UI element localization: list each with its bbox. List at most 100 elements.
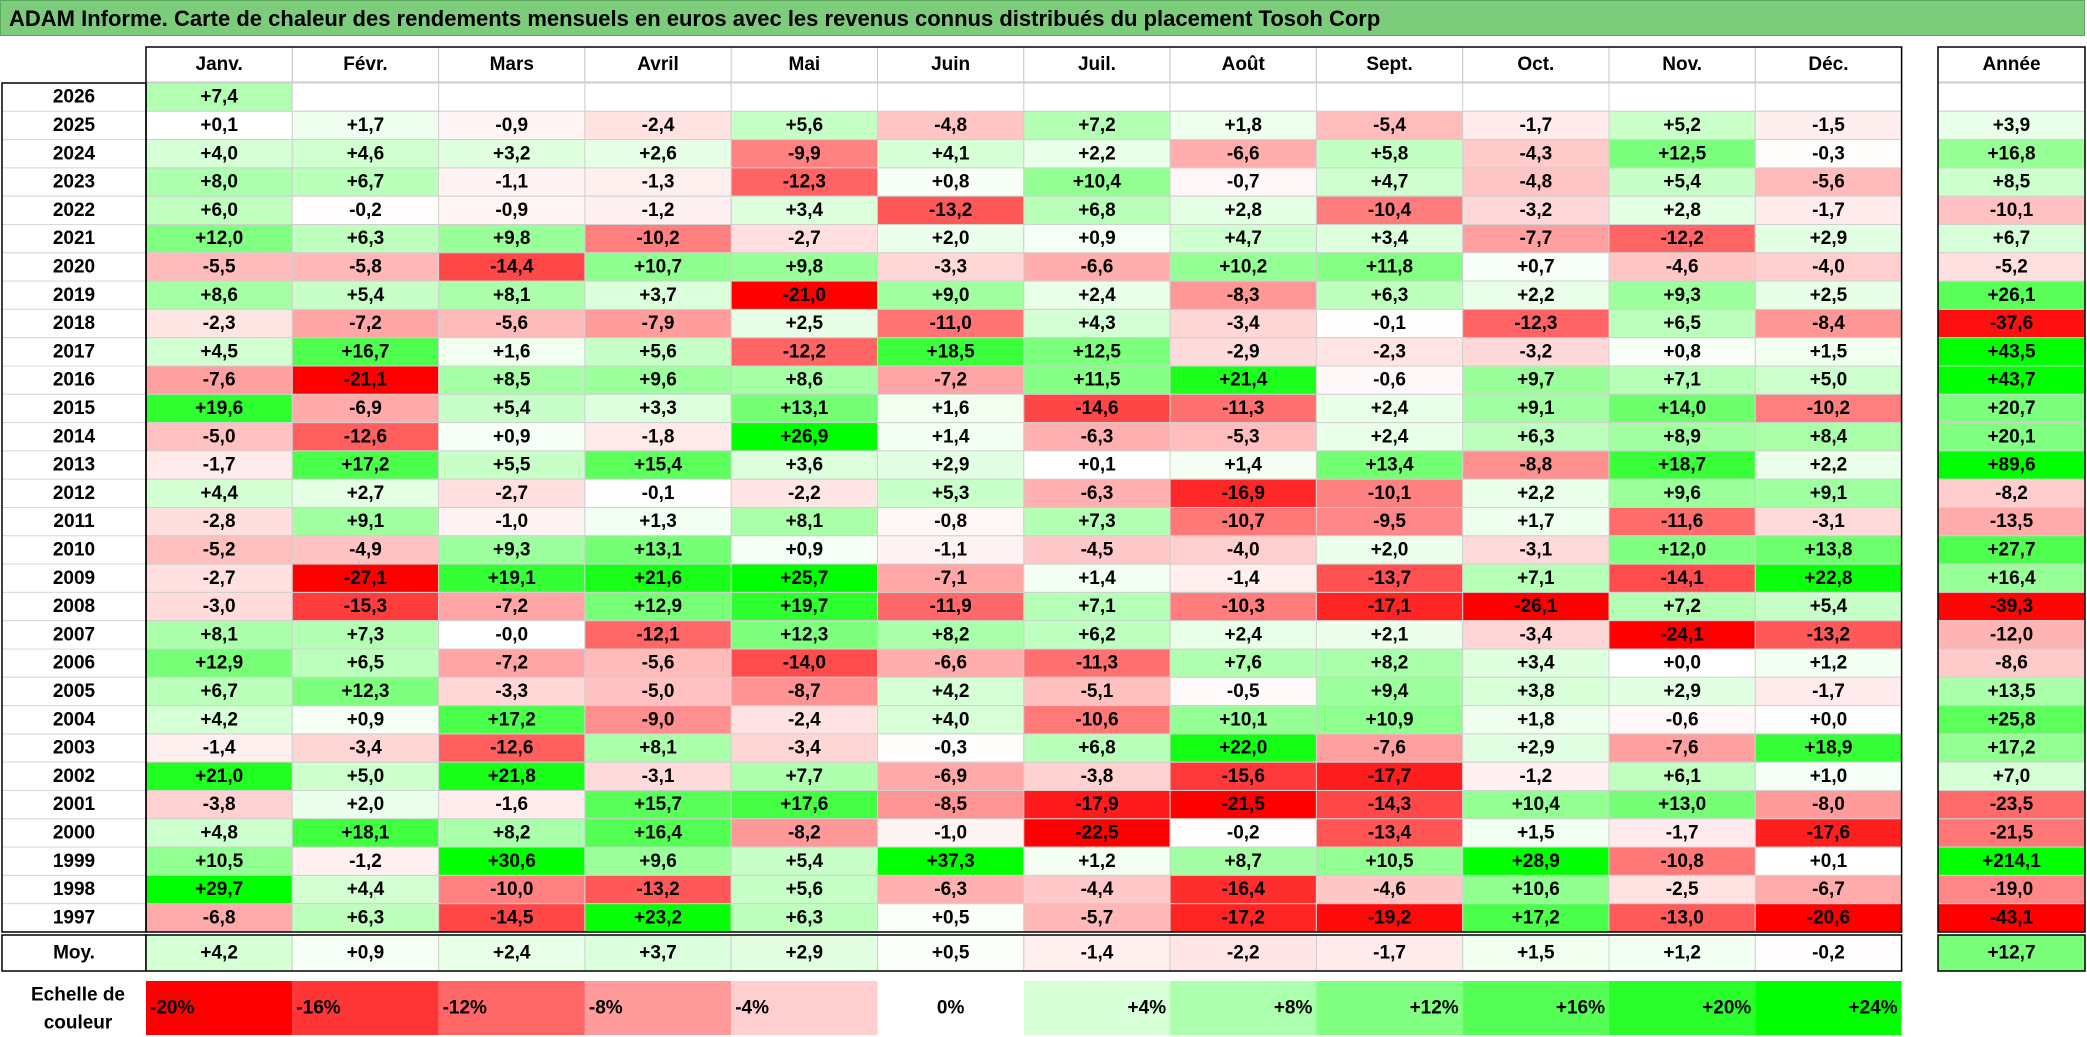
annual-cell-value: +6,7: [1993, 228, 2031, 249]
heatmap-cell-value: -1,4: [203, 738, 236, 759]
heatmap-cell-value: -6,6: [934, 653, 967, 674]
annual-cell-value: +43,7: [1987, 370, 2035, 391]
heatmap-cell-value: -4,5: [1081, 539, 1114, 560]
heatmap-cell: [1754, 761, 1903, 792]
row-year-label: 2026: [53, 87, 95, 108]
heatmap-cell-value: +7,2: [1078, 115, 1116, 136]
heatmap-cell-value: -2,2: [788, 483, 821, 504]
annual-cell-value: +27,7: [1987, 539, 2035, 560]
row-year-label: 2019: [53, 285, 95, 306]
heatmap-cell: [584, 591, 732, 622]
heatmap-cell: [1754, 818, 1903, 848]
heatmap-cell-value: +4,3: [1078, 313, 1116, 334]
color-scale-step-label: +12%: [1410, 998, 1459, 1019]
heatmap-cell-value: +6,7: [200, 681, 238, 702]
heatmap-cell: [438, 818, 586, 848]
annual-table-frame: [1937, 46, 2086, 933]
heatmap-cell-value: +1,5: [1517, 822, 1555, 843]
row-year-label: 1998: [53, 879, 95, 900]
heatmap-cell-value: -10,1: [1368, 483, 1412, 504]
heatmap-cell-value: -1,2: [642, 200, 675, 221]
row-year-cell: [1, 846, 147, 876]
heatmap-cell: [145, 846, 293, 876]
heatmap-cell: [291, 648, 440, 678]
average-cell-value: -1,7: [1373, 943, 1406, 964]
heatmap-cell-value: -0,8: [934, 511, 967, 532]
heatmap-cell-value: -6,7: [1812, 879, 1845, 900]
heatmap-cell-value: -3,4: [1519, 624, 1552, 645]
heatmap-cell: [730, 82, 879, 112]
heatmap-cell-value: -8,2: [788, 822, 821, 843]
heatmap-cell: [291, 790, 440, 820]
heatmap-cell-value: -21,1: [344, 370, 388, 391]
heatmap-cell-value: -3,4: [788, 738, 821, 759]
heatmap-cell: [1754, 252, 1903, 282]
annual-cell: [1937, 591, 2086, 622]
heatmap-cell: [438, 195, 586, 225]
heatmap-cell: [1169, 591, 1317, 622]
heatmap-cell-value: +2,4: [1078, 285, 1116, 306]
heatmap-cell: [584, 733, 732, 763]
heatmap-cell-value: -1,6: [495, 794, 528, 815]
heatmap-cell-value: -2,4: [642, 115, 675, 136]
row-year-cell: [1, 705, 147, 735]
heatmap-cell: [1023, 507, 1171, 537]
heatmap-cell-value: +16,4: [634, 822, 683, 843]
heatmap-cell-value: +4,6: [347, 143, 385, 164]
heatmap-cell-value: -17,1: [1368, 596, 1412, 617]
heatmap-cell-value: -5,6: [642, 653, 675, 674]
row-year-label: 2004: [53, 709, 96, 730]
row-year-label: 2021: [53, 228, 96, 249]
heatmap-cell: [438, 478, 586, 509]
heatmap-cell-value: -12,2: [783, 341, 826, 362]
month-header-label: Sept.: [1366, 54, 1412, 75]
heatmap-cell-value: -17,9: [1075, 794, 1118, 815]
heatmap-cell: [730, 450, 879, 480]
annual-cell-value: +16,4: [1987, 568, 2036, 589]
average-cell-value: +1,5: [1517, 943, 1555, 964]
annual-cell-value: +8,5: [1993, 172, 2031, 193]
heatmap-cell-value: +6,0: [200, 200, 238, 221]
average-cell: [1169, 934, 1317, 972]
heatmap-cell: [438, 393, 586, 424]
heatmap-cell: [1462, 393, 1610, 424]
heatmap-cell-value: -5,8: [349, 256, 382, 277]
heatmap-cell: [291, 591, 440, 622]
heatmap-cell: [291, 563, 440, 593]
heatmap-cell-value: +2,0: [932, 228, 970, 249]
heatmap-cell: [145, 818, 293, 848]
heatmap-cell-value: +10,5: [195, 851, 244, 872]
heatmap-cell: [877, 620, 1025, 650]
heatmap-cell: [1754, 874, 1903, 905]
average-cell: [145, 934, 293, 972]
heatmap-cell-value: -9,0: [642, 709, 675, 730]
heatmap-cell: [584, 563, 732, 593]
heatmap-cell-value: -0,6: [1666, 709, 1699, 730]
heatmap-cell: [1023, 761, 1171, 792]
page-title: ADAM Informe. Carte de chaleur des rende…: [0, 0, 2085, 36]
heatmap-cell: [1023, 478, 1171, 509]
heatmap-cell-value: +6,5: [1663, 313, 1701, 334]
color-scale-swatch: [1023, 981, 1171, 1035]
heatmap-cell-value: -0,7: [1227, 172, 1260, 193]
heatmap-cell-value: +5,2: [1663, 115, 1701, 136]
heatmap-cell: [1754, 648, 1903, 678]
heatmap-cell-value: +10,2: [1219, 256, 1267, 277]
heatmap-cell-value: -2,7: [203, 568, 236, 589]
heatmap-cell: [438, 620, 586, 650]
heatmap-cell-value: +5,4: [1663, 172, 1701, 193]
heatmap-cell: [1023, 365, 1171, 395]
heatmap-cell-value: +6,3: [347, 228, 385, 249]
heatmap-cell-value: -5,0: [203, 426, 236, 447]
heatmap-cell: [1608, 393, 1756, 424]
heatmap-cell-value: -6,3: [1081, 483, 1114, 504]
annual-cell-value: -5,2: [1995, 256, 2028, 277]
heatmap-cell-value: +1,6: [932, 398, 970, 419]
heatmap-cell-value: +22,0: [1219, 738, 1267, 759]
heatmap-cell: [1023, 790, 1171, 820]
heatmap-cell: [584, 195, 732, 225]
row-year-label: 2015: [53, 398, 96, 419]
heatmap-cell-value: -10,7: [1222, 511, 1265, 532]
heatmap-cell-value: -3,1: [642, 766, 675, 787]
heatmap-cell-value: -17,6: [1807, 822, 1850, 843]
